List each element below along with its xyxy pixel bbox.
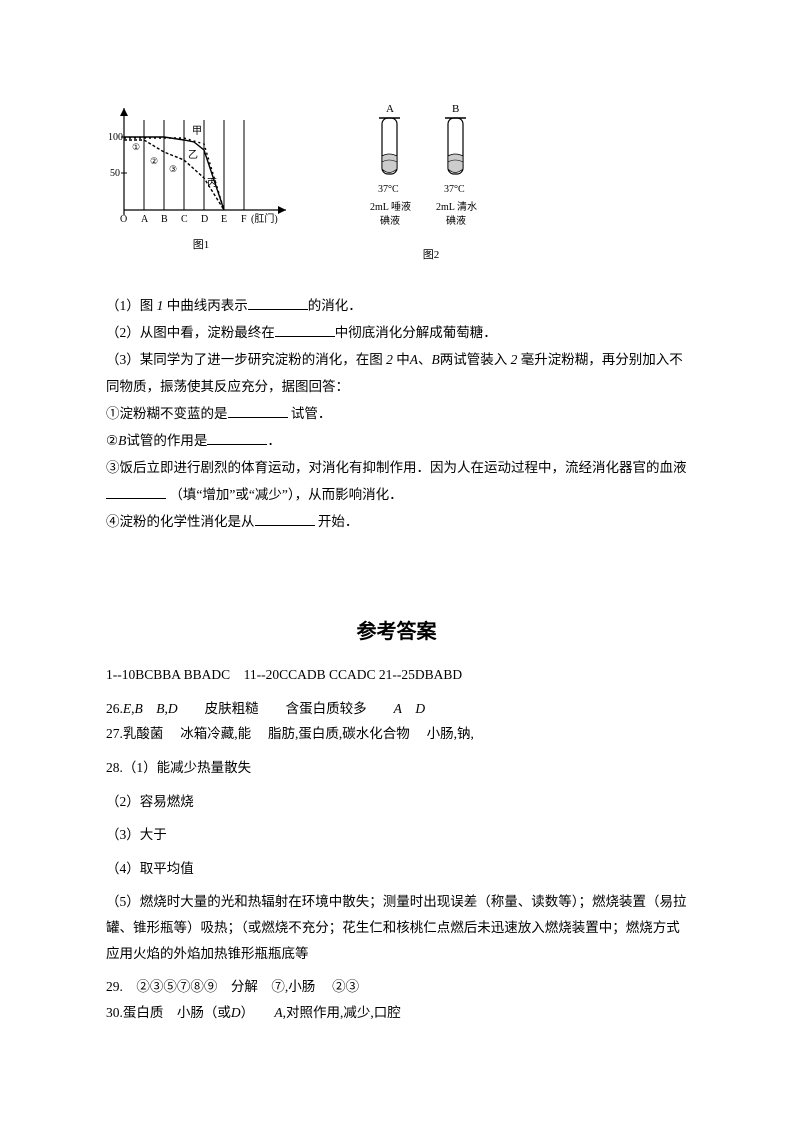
tube-a-line2: 碘液	[380, 214, 400, 227]
ytick-100: 100	[108, 132, 123, 143]
ytick-50: 50	[110, 168, 120, 179]
a26-txt1: 皮肤粗糙 含蛋白质较多	[178, 701, 394, 716]
answers-28-1: 28.（1）能减少热量散失	[106, 755, 687, 781]
a30-pre: 30.蛋白质 小肠（或	[106, 1005, 231, 1020]
a26-v1: E	[123, 701, 131, 716]
xlabel-d: D	[201, 214, 208, 225]
sub-2: ②B试管的作用是．	[106, 427, 687, 454]
xlabel-f: F	[241, 214, 247, 225]
answers-block: 1--10BCBBA BBADC 11--20CCADB CCADC 21--2…	[106, 662, 687, 1026]
s2-post: ．	[267, 433, 281, 448]
blank-5	[106, 485, 166, 499]
blank-4	[207, 431, 267, 445]
xlabel-o: O	[120, 214, 127, 225]
question-2: （2）从图中看，淀粉最终在 中彻底消化分解成葡萄糖．	[106, 319, 687, 346]
q1-pre: （1）图	[106, 298, 157, 313]
q3-pre: （3）某同学为了进一步研究淀粉的消化，在图	[106, 352, 386, 367]
a26-pre: 26.	[106, 701, 123, 716]
question-3: （3）某同学为了进一步研究淀粉的消化，在图 2 中A、B两试管装入 2 毫升淀粉…	[106, 346, 687, 400]
a26-v4: D	[168, 701, 178, 716]
a26-sp2	[402, 701, 416, 716]
answers-26: 26.E,B B,D 皮肤粗糙 含蛋白质较多 A D	[106, 696, 687, 722]
a30-mid: ）	[241, 1005, 275, 1020]
s3-pre: ③饭后立即进行剧烈的体育运动，对消化有抑制作用．因为人在运动过程中，流经消化器官…	[106, 460, 687, 475]
figures-row: 100 50 甲 乙 丙 ① ② ③ O A B C	[106, 100, 687, 262]
xlabel-b: B	[161, 214, 168, 225]
inline-1: ①	[132, 142, 140, 152]
a26-v3: B	[156, 701, 164, 716]
xlabel-a: A	[141, 214, 149, 225]
q3-mid2: 、	[418, 352, 432, 367]
s2-pre: ②	[106, 433, 118, 448]
inline-3: ③	[169, 164, 177, 174]
q2-pre: （2）从图中看，淀粉最终在	[106, 325, 275, 340]
answers-title: 参考答案	[106, 615, 687, 644]
a26-v5: A	[394, 701, 402, 716]
tube-b-line1: 2mL 清水	[436, 200, 477, 213]
inline-2: ②	[150, 156, 158, 166]
figure-1: 100 50 甲 乙 丙 ① ② ③ O A B C	[106, 100, 296, 262]
blank-6	[255, 512, 315, 526]
answers-30: 30.蛋白质 小肠（或D） A,对照作用,减少,口腔	[106, 1000, 687, 1026]
tube-b-line2: 碘液	[446, 214, 466, 227]
s1-pre: ①淀粉糊不变蓝的是	[106, 406, 228, 421]
xaxis-end: (肛门)	[251, 212, 278, 225]
figure-2-caption: 图2	[423, 246, 440, 262]
question-1: （1）图 1 中曲线丙表示的消化．	[106, 292, 687, 319]
q3-b: B	[432, 352, 440, 367]
answers-29: 29. ②③⑤⑦⑧⑨ 分解 ⑦,小肠 ②③	[106, 974, 687, 1000]
blank-3	[228, 404, 288, 418]
answers-28-4: （4）取平均值	[106, 856, 687, 882]
s4-post: 开始．	[315, 514, 359, 529]
tube-a-temp: 37°C	[378, 184, 399, 195]
chart-figure-1: 100 50 甲 乙 丙 ① ② ③ O A B C	[106, 100, 296, 230]
a30-a: A	[274, 1005, 282, 1020]
question-block: （1）图 1 中曲线丙表示的消化． （2）从图中看，淀粉最终在中彻底消化分解成葡…	[106, 292, 687, 535]
xlabel-c: C	[181, 214, 188, 225]
sub-4: ④淀粉的化学性消化是从 开始．	[106, 508, 687, 535]
blank-2	[275, 323, 335, 337]
q3-mid3: 两试管装入	[440, 352, 511, 367]
s4-pre: ④淀粉的化学性消化是从	[106, 514, 255, 529]
q2-post: 中彻底消化分解成葡萄糖．	[335, 325, 497, 340]
curve-label-bing: 丙	[207, 178, 217, 189]
tube-b-temp: 37°C	[444, 184, 465, 195]
tube-a-label: A	[386, 103, 394, 115]
tube-a-line1: 2mL 唾液	[370, 200, 411, 213]
a26-sp1	[143, 701, 157, 716]
a26-v6: D	[415, 701, 425, 716]
xlabel-e: E	[221, 214, 227, 225]
answers-28-3: （3）大于	[106, 822, 687, 848]
q3-num: 2	[386, 352, 393, 367]
q1-mid: 中曲线丙表示	[163, 298, 247, 313]
blank-1	[248, 296, 308, 310]
tubes-figure-2: A 37°C 2mL 唾液 碘液 B 37°C 2mL 清水 碘液	[356, 100, 506, 240]
figure-2: A 37°C 2mL 唾液 碘液 B 37°C 2mL 清水 碘液 图2	[356, 100, 506, 262]
curve-label-yi: 乙	[188, 149, 198, 161]
answers-28-5: （5）燃烧时大量的光和热辐射在环境中散失；测量时出现误差（称量、读数等）；燃烧装…	[106, 889, 687, 966]
figure-1-caption: 图1	[193, 236, 210, 252]
s2-mid: 试管的作用是	[126, 433, 207, 448]
tube-b-label: B	[452, 103, 459, 115]
answers-line-1: 1--10BCBBA BBADC 11--20CCADB CCADC 21--2…	[106, 662, 687, 688]
s1-post: 试管．	[288, 406, 332, 421]
curve-label-jia: 甲	[192, 126, 202, 137]
a30-d: D	[231, 1005, 241, 1020]
sub-1: ①淀粉糊不变蓝的是 试管．	[106, 400, 687, 427]
a30-post: ,对照作用,减少,口腔	[283, 1005, 401, 1020]
sub-3: ③饭后立即进行剧烈的体育运动，对消化有抑制作用．因为人在运动过程中，流经消化器官…	[106, 454, 687, 508]
a26-v2: B	[135, 701, 143, 716]
q3-mid1: 中	[393, 352, 410, 367]
q1-post: 的消化．	[308, 298, 362, 313]
answers-28-2: （2）容易燃烧	[106, 789, 687, 815]
q3-a: A	[410, 352, 418, 367]
s3-mid: （填“增加”或“减少”），从而影响消化．	[166, 487, 403, 502]
answers-27: 27.乳酸菌 冰箱冷藏,能 脂肪,蛋白质,碳水化合物 小肠,钠,	[106, 721, 687, 747]
